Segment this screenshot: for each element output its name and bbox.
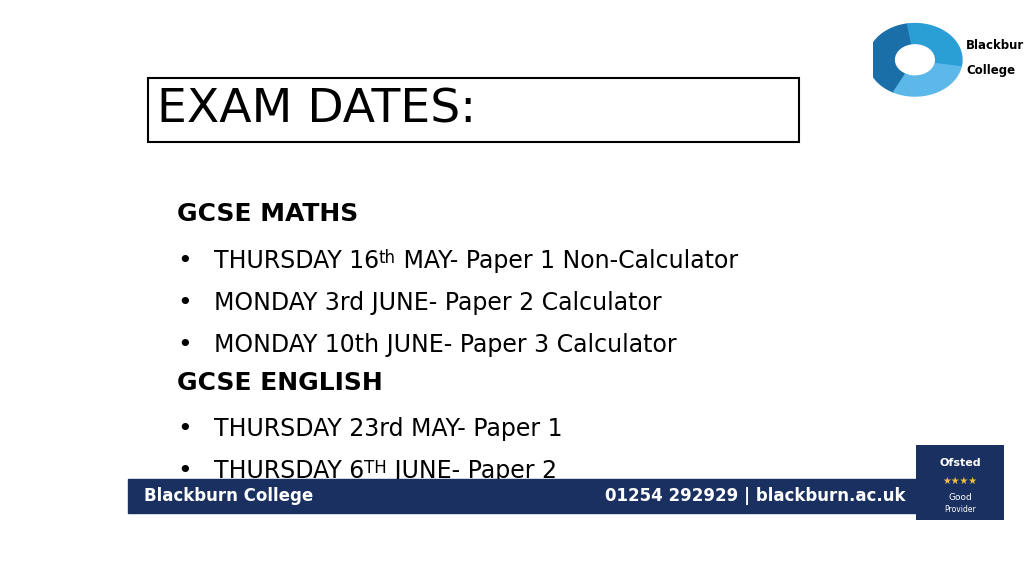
- Text: GCSE ENGLISH: GCSE ENGLISH: [177, 371, 383, 395]
- Text: THURSDAY 16: THURSDAY 16: [214, 249, 379, 273]
- Circle shape: [896, 45, 934, 75]
- FancyBboxPatch shape: [147, 78, 799, 142]
- Text: •: •: [177, 249, 191, 273]
- Text: MONDAY 10th JUNE- Paper 3 Calculator: MONDAY 10th JUNE- Paper 3 Calculator: [214, 333, 676, 357]
- Text: th: th: [379, 249, 396, 267]
- Text: College: College: [966, 64, 1015, 77]
- Text: Good: Good: [948, 492, 972, 502]
- Polygon shape: [907, 24, 962, 66]
- Text: ★★★★: ★★★★: [942, 476, 978, 486]
- Text: •: •: [177, 291, 191, 315]
- Text: THURSDAY 23rd MAY- Paper 1: THURSDAY 23rd MAY- Paper 1: [214, 417, 562, 441]
- Text: Ofsted: Ofsted: [939, 458, 981, 468]
- Text: TH: TH: [364, 460, 387, 478]
- Text: Blackburn College: Blackburn College: [143, 487, 313, 505]
- Text: •: •: [177, 333, 191, 357]
- Text: EXAM DATES:: EXAM DATES:: [158, 88, 476, 132]
- Text: MAY- Paper 1 Non-Calculator: MAY- Paper 1 Non-Calculator: [396, 249, 738, 273]
- Text: Provider: Provider: [944, 505, 976, 514]
- Text: Blackburn: Blackburn: [966, 39, 1024, 52]
- Polygon shape: [894, 62, 962, 96]
- Text: THURSDAY 6: THURSDAY 6: [214, 460, 364, 483]
- Text: 01254 292929 | blackburn.ac.uk: 01254 292929 | blackburn.ac.uk: [605, 487, 905, 505]
- Text: MONDAY 3rd JUNE- Paper 2 Calculator: MONDAY 3rd JUNE- Paper 2 Calculator: [214, 291, 662, 315]
- Text: •: •: [177, 417, 191, 441]
- Text: GCSE MATHS: GCSE MATHS: [177, 202, 358, 226]
- Bar: [128, 479, 922, 513]
- Text: JUNE- Paper 2: JUNE- Paper 2: [387, 460, 557, 483]
- Polygon shape: [868, 24, 912, 92]
- Text: •: •: [177, 460, 191, 483]
- FancyBboxPatch shape: [916, 445, 1004, 520]
